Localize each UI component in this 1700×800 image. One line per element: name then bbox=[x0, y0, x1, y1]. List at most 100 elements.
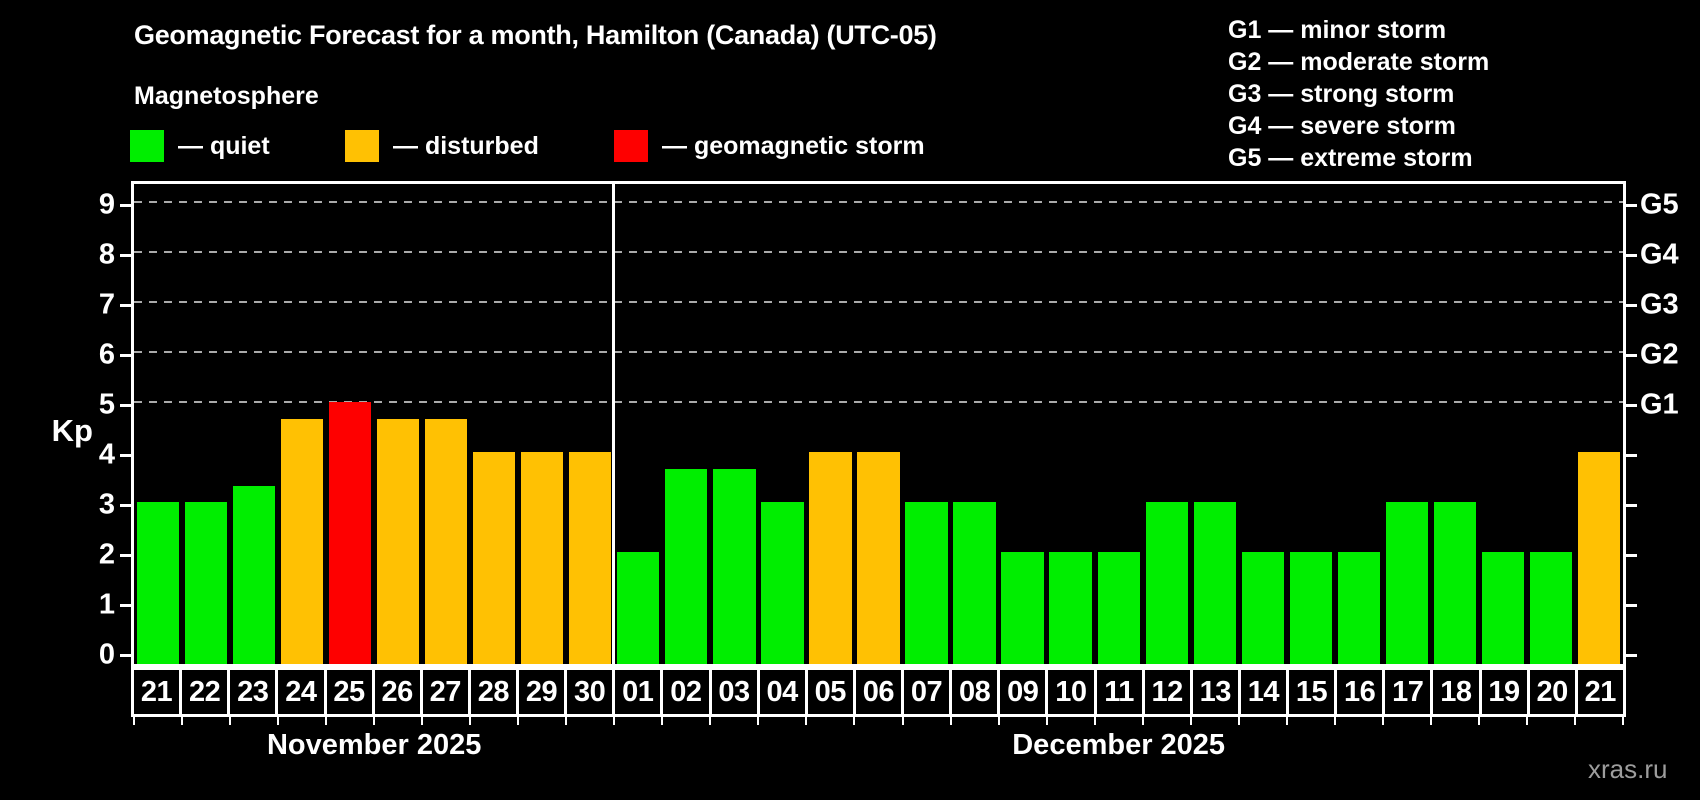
day-cell: 05 bbox=[808, 670, 856, 714]
disturbed-swatch-icon bbox=[345, 130, 379, 162]
bar-slot bbox=[854, 184, 902, 664]
chart-title: Geomagnetic Forecast for a month, Hamilt… bbox=[134, 20, 937, 50]
g-level-label: G5 bbox=[1640, 188, 1679, 221]
day-cell: 19 bbox=[1482, 670, 1530, 714]
y-tick-right bbox=[1626, 604, 1637, 607]
legend-item-quiet: — quiet bbox=[130, 130, 270, 162]
y-tick-label: 4 bbox=[98, 438, 115, 471]
x-tick bbox=[469, 717, 472, 725]
bar-slot bbox=[1047, 184, 1095, 664]
kp-bar-storm bbox=[329, 402, 372, 664]
x-tick bbox=[853, 717, 856, 725]
x-tick bbox=[661, 717, 664, 725]
y-tick-left bbox=[120, 504, 131, 507]
bar-slot bbox=[134, 184, 182, 664]
y-tick-right bbox=[1626, 354, 1637, 357]
y-tick-right bbox=[1626, 404, 1637, 407]
y-tick-label: 3 bbox=[98, 488, 115, 521]
y-tick-label: 8 bbox=[98, 238, 115, 271]
bar-slot bbox=[1479, 184, 1527, 664]
plot-area: 0 1 2 3 4 5 6 7 8 9 G1 G2 G3 G4 G5 Kp 21 22 23 24 25 26 27 28… bbox=[52, 181, 1679, 800]
x-tick bbox=[1141, 717, 1144, 725]
x-axis-ticks bbox=[131, 717, 1626, 726]
kp-bar-disturbed bbox=[809, 452, 852, 664]
kp-bar-quiet bbox=[1241, 552, 1284, 664]
month-label: November 2025 bbox=[266, 729, 482, 761]
y-tick-right bbox=[1626, 204, 1637, 207]
day-cell: 23 bbox=[230, 670, 279, 714]
x-tick bbox=[709, 717, 712, 725]
g-scale-line: G5 — extreme storm bbox=[1228, 144, 1473, 172]
y-tick-label: 5 bbox=[98, 388, 115, 421]
kp-bar-quiet bbox=[713, 468, 756, 664]
day-cell: 08 bbox=[952, 670, 1001, 714]
y-tick-right bbox=[1626, 454, 1637, 457]
bar-slot bbox=[518, 184, 566, 664]
bar-slot bbox=[903, 184, 951, 664]
g-scale-line: G3 — strong storm bbox=[1228, 80, 1455, 108]
bar-slot bbox=[1287, 184, 1335, 664]
watermark: xras.ru bbox=[1588, 754, 1668, 784]
kp-bar-disturbed bbox=[280, 418, 324, 664]
kp-bar-quiet bbox=[761, 502, 804, 664]
storm-swatch-icon bbox=[614, 130, 648, 162]
bar-slot bbox=[1335, 184, 1383, 664]
bar-slot bbox=[758, 184, 806, 664]
kp-bar-disturbed bbox=[857, 452, 900, 664]
day-axis-row: 21 22 23 24 25 26 27 28 29 30 01 02 03 04 05 06 07 08 09 10… bbox=[131, 667, 1626, 717]
plot-inner bbox=[134, 184, 1623, 664]
gridline-kp6 bbox=[134, 351, 1623, 353]
y-tick-right bbox=[1626, 654, 1637, 657]
day-cell: 30 bbox=[567, 670, 616, 714]
y-tick-left bbox=[120, 404, 131, 407]
y-tick-left bbox=[120, 354, 131, 357]
day-cell: 29 bbox=[519, 670, 568, 714]
x-tick bbox=[1333, 717, 1336, 725]
x-tick bbox=[1429, 717, 1432, 725]
x-tick bbox=[229, 717, 232, 725]
day-cell: 21 bbox=[1584, 675, 1617, 708]
x-tick bbox=[1525, 717, 1528, 725]
x-tick bbox=[1189, 717, 1192, 725]
g-scale-legend: G1 — minor storm G2 — moderate storm G3 — … bbox=[1228, 14, 1489, 174]
day-cell: 14 bbox=[1241, 670, 1289, 714]
kp-bar-quiet bbox=[1481, 552, 1525, 664]
y-tick-right bbox=[1626, 554, 1637, 557]
day-cell: 07 bbox=[904, 670, 953, 714]
legend-label-disturbed: — disturbed bbox=[393, 131, 539, 160]
y-tick-left bbox=[120, 254, 131, 257]
day-cell: 09 bbox=[1000, 670, 1049, 714]
y-tick-left bbox=[120, 654, 131, 657]
bars-layer bbox=[134, 184, 1623, 664]
day-cell: 26 bbox=[375, 670, 423, 714]
legend-item-storm: — geomagnetic storm bbox=[614, 130, 925, 162]
y-tick-left bbox=[120, 204, 131, 207]
day-cell: 02 bbox=[663, 670, 712, 714]
bar-slot bbox=[278, 184, 326, 664]
day-cell: 03 bbox=[712, 670, 760, 714]
y-tick-right bbox=[1626, 254, 1637, 257]
kp-bar-quiet bbox=[665, 468, 708, 664]
day-cell: 17 bbox=[1385, 670, 1434, 714]
g-level-label: G4 bbox=[1640, 238, 1679, 271]
day-cell: 21 bbox=[134, 670, 183, 714]
x-tick bbox=[613, 717, 616, 725]
y-tick-label: 6 bbox=[98, 338, 115, 371]
kp-bar-quiet bbox=[136, 502, 180, 664]
bar-slot bbox=[1143, 184, 1191, 664]
x-tick bbox=[325, 717, 328, 725]
day-cell: 22 bbox=[182, 670, 231, 714]
legend-label-quiet: — quiet bbox=[178, 131, 270, 160]
bar-slot bbox=[1431, 184, 1479, 664]
y-tick-left bbox=[120, 304, 131, 307]
bar-slot bbox=[1527, 184, 1575, 664]
bar-slot bbox=[1575, 184, 1623, 664]
bar-slot bbox=[566, 184, 614, 664]
bar-slot bbox=[662, 184, 710, 664]
bar-slot bbox=[374, 184, 422, 664]
kp-bar-quiet bbox=[1337, 552, 1380, 664]
kp-bar-quiet bbox=[184, 502, 228, 664]
day-cell: 10 bbox=[1048, 670, 1097, 714]
day-cell: 27 bbox=[423, 670, 471, 714]
x-tick bbox=[565, 717, 568, 725]
